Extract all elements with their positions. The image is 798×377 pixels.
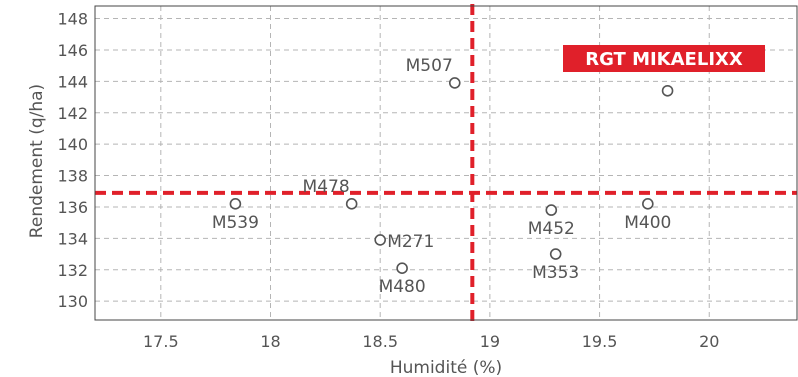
point-label: M507 [406,56,453,76]
y-tick-label: 132 [57,261,88,280]
y-tick-label: 148 [57,10,88,29]
data-point [545,204,558,216]
x-tick-label: 19.5 [582,332,618,351]
point-label: M478 [303,177,350,197]
data-point [448,77,461,89]
y-tick-label: 138 [57,167,88,186]
data-point [229,198,242,210]
point-label: M353 [532,263,579,283]
y-tick-label: 134 [57,229,88,248]
x-tick-label: 18 [260,332,280,351]
y-tick-label: 136 [57,198,88,217]
x-tick-label: 18.5 [362,332,398,351]
point-label: M271 [387,232,434,252]
y-axis-title: Rendement (q/ha) [27,84,47,238]
y-tick-label: 142 [57,104,88,123]
x-tick-label: 17.5 [143,332,179,351]
x-axis-title: Humidité (%) [390,358,502,377]
y-tick-label: 130 [57,292,88,311]
x-tick-label: 19 [480,332,500,351]
data-point [345,198,358,210]
plot-frame [94,5,798,321]
point-label: M400 [624,213,671,233]
x-tick-label: 20 [699,332,719,351]
data-point [549,248,562,260]
data-point [642,198,654,210]
y-tick-label: 146 [57,41,88,60]
data-point [396,262,408,274]
reference-lines [95,4,797,324]
point-label: M539 [212,213,259,233]
data-point [374,234,386,246]
data-points [229,77,674,274]
highlight-label-box [563,45,765,72]
plot-border [94,5,798,321]
point-labels: M507 M478 M539 M271 M480 M452 M353 M400 RGT MIKA… [212,45,765,297]
y-axis-ticks: 130 132 134 136 138 140 142 144 146 148 [57,10,88,312]
point-label: M452 [528,219,575,239]
x-axis-ticks: 17.5 18 18.5 19 19.5 20 [143,332,719,351]
data-point [661,84,674,97]
highlight-label: RGT MIKAELIXX [585,49,743,70]
y-tick-label: 140 [57,135,88,154]
point-label: M480 [379,277,426,297]
y-tick-label: 144 [57,72,88,91]
